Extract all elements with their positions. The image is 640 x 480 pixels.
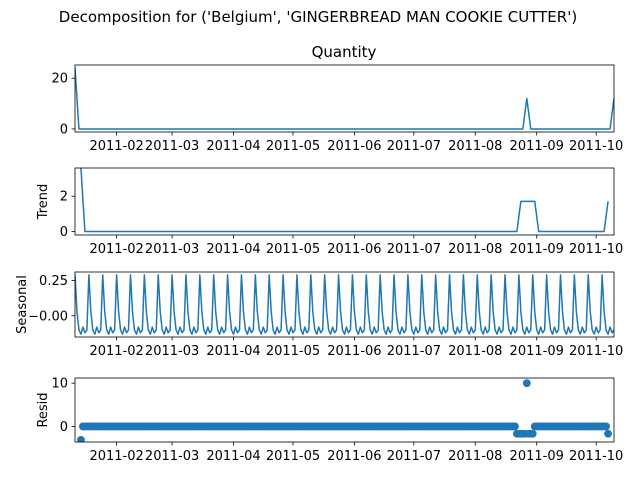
observed-panel: 2011-02 2011-03 2011-04 2011-05 2011-06 2011-…: [51, 64, 623, 154]
x-tick-label: 2011-05: [266, 139, 320, 154]
y-tick-label: 0: [60, 225, 68, 240]
trend-data: [80, 168, 609, 233]
seasonal-panel: 2011-02 2011-03 2011-04 2011-05 2011-06 2011-…: [15, 271, 623, 359]
x-tick-label: 2011-07: [387, 139, 441, 154]
x-tick-label: 2011-09: [510, 344, 564, 359]
x-tick-label: 2011-08: [448, 449, 502, 464]
y-tick-label: 0.25: [39, 274, 68, 289]
seasonal-axes-frame: [74, 271, 615, 338]
seasonal-data: [75, 274, 614, 335]
y-tick-label: 0: [60, 122, 68, 137]
x-tick-label: 2011-09: [510, 139, 564, 154]
x-tick-label: 2011-02: [89, 449, 143, 464]
x-tick-label: 2011-03: [145, 242, 199, 257]
trend-series-line: [80, 168, 609, 233]
x-tick-label: 2011-05: [266, 242, 320, 257]
x-tick-label: 2011-06: [327, 449, 381, 464]
x-tick-label: 2011-06: [327, 242, 381, 257]
observed-panel-title: Quantity: [312, 43, 377, 61]
x-tick-label: 2011-10: [569, 344, 623, 359]
resid-point: [528, 429, 537, 438]
x-tick-label: 2011-04: [206, 139, 260, 154]
resid-panel: 2011-02 2011-03 2011-04 2011-05 2011-06 2011-…: [36, 377, 623, 464]
x-tick-label: 2011-03: [145, 344, 199, 359]
x-tick-label: 2011-08: [448, 344, 502, 359]
x-tick-label: 2011-04: [206, 449, 260, 464]
x-tick-label: 2011-06: [327, 139, 381, 154]
x-tick-label: 2011-06: [327, 344, 381, 359]
resid-point: [522, 379, 531, 388]
trend-panel: 2011-02 2011-03 2011-04 2011-05 2011-06 2011-…: [36, 167, 623, 257]
resid-point: [604, 429, 612, 438]
x-tick-label: 2011-07: [387, 344, 441, 359]
seasonal-ylabel: Seasonal: [15, 275, 30, 334]
resid-point: [602, 422, 610, 431]
y-tick-label: −0.00: [28, 309, 68, 324]
figure-title: Decomposition for ('Belgium', 'GINGERBRE…: [59, 8, 577, 26]
x-tick-label: 2011-07: [387, 449, 441, 464]
x-tick-label: 2011-08: [448, 242, 502, 257]
resid-ylabel: Resid: [36, 392, 51, 427]
x-tick-label: 2011-10: [569, 242, 623, 257]
x-tick-label: 2011-05: [266, 344, 320, 359]
x-tick-label: 2011-08: [448, 139, 502, 154]
observed-series-line: [75, 68, 614, 130]
y-tick-label: 10: [51, 377, 68, 392]
resid-point: [77, 435, 85, 442]
observed-data: [75, 68, 614, 130]
x-tick-label: 2011-02: [89, 139, 143, 154]
x-tick-label: 2011-10: [569, 449, 623, 464]
y-tick-label: 20: [51, 72, 68, 87]
x-tick-label: 2011-02: [89, 344, 143, 359]
x-tick-label: 2011-02: [89, 242, 143, 257]
x-tick-label: 2011-05: [266, 449, 320, 464]
resid-point: [511, 422, 519, 431]
observed-axes-frame: [74, 64, 615, 133]
resid-data: [77, 379, 612, 442]
x-tick-label: 2011-09: [510, 449, 564, 464]
x-tick-label: 2011-03: [145, 449, 199, 464]
x-tick-label: 2011-04: [206, 242, 260, 257]
y-tick-label: 2: [60, 190, 68, 205]
x-tick-label: 2011-09: [510, 242, 564, 257]
trend-axes-frame: [74, 167, 615, 236]
x-tick-label: 2011-07: [387, 242, 441, 257]
y-tick-label: 0: [60, 420, 68, 435]
x-tick-label: 2011-04: [206, 344, 260, 359]
resid-axes-frame: [74, 377, 615, 443]
x-tick-label: 2011-10: [569, 139, 623, 154]
seasonal-series-line: [75, 274, 614, 335]
trend-ylabel: Trend: [36, 184, 51, 221]
x-tick-label: 2011-03: [145, 139, 199, 154]
